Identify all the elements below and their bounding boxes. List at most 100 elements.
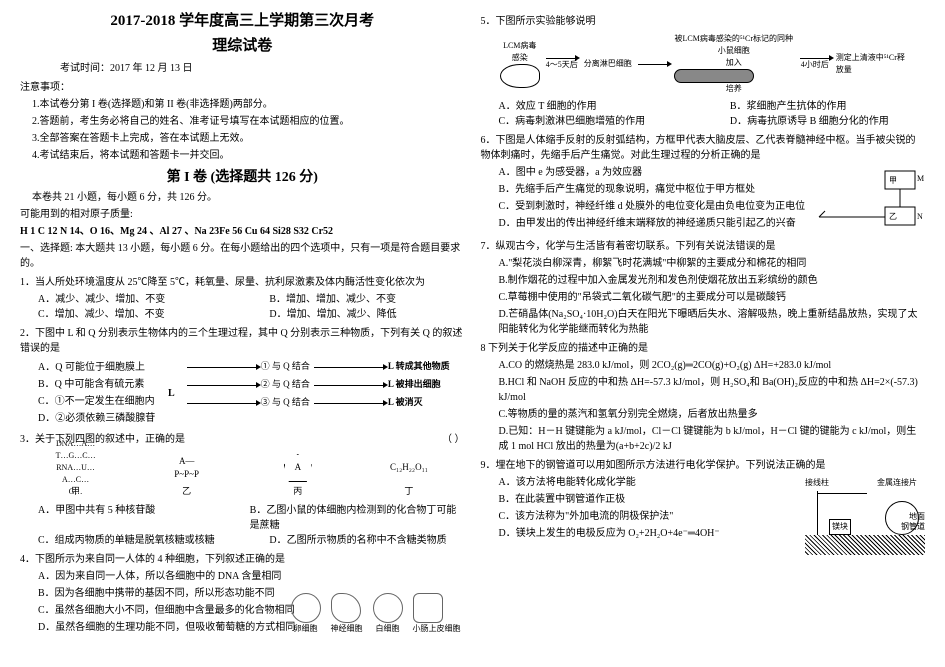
q9-stem: 9．埋在地下的钢管道可以用如图所示方法进行电化学保护。下列说法正确的是 bbox=[481, 458, 926, 473]
cell-icon bbox=[291, 593, 321, 623]
q3-ding-text: C₁₂H₂₂O₁₁ bbox=[390, 461, 428, 475]
q2-B: B．Q 中可能含有硫元素 bbox=[38, 377, 160, 392]
q3-D: D．乙图所示物质的名称中不含糖类物质 bbox=[269, 533, 446, 548]
q5-days: 4～5天后 bbox=[546, 59, 578, 71]
q2-L: L bbox=[168, 386, 175, 401]
q5-A: A．效应 T 细胞的作用 bbox=[499, 99, 712, 114]
pipe-icon bbox=[885, 501, 919, 535]
q4-i3: 白细胞 bbox=[376, 624, 400, 633]
notice-3: 3.全部答案在答题卡上完成，答在本试题上无效。 bbox=[32, 131, 465, 146]
q2-r2-mid: ② 与 Q 结合 bbox=[261, 378, 310, 392]
q5-C: C．病毒刺激淋巴细胞增殖的作用 bbox=[499, 114, 712, 129]
q2-stem: 2．下图中 L 和 Q 分别表示生物体内的三个生理过程，其中 Q 分别表示三种物… bbox=[20, 326, 465, 356]
elements-list: H 1 C 12 N 14、O 16、Mg 24 、Al 27 、Na 23Fe… bbox=[20, 224, 465, 239]
q4-i2: 神经细胞 bbox=[331, 624, 363, 633]
q7-A: A."梨花淡白柳深青，柳絮飞时花满城"中柳絮的主要成分和棉花的相同 bbox=[499, 256, 926, 271]
mg-block-icon: 镁块 bbox=[829, 519, 851, 535]
left-column: 2017-2018 学年度高三上学期第三次月考 理综试卷 考试时间：2017 年… bbox=[12, 10, 473, 657]
q1-C: C．增加、减少、增加、不变 bbox=[38, 307, 251, 322]
q5-D: D．病毒抗原诱导 B 细胞分化的作用 bbox=[730, 114, 889, 129]
q5-peiyang: 培养 bbox=[674, 83, 794, 95]
q6-stem: 6．下图是人体缩手反射的反射弧结构，方框甲代表大脑皮层、乙代表脊髓神经中枢。当手… bbox=[481, 133, 926, 163]
q3-C: C．组成丙物质的单糖是脱氧核糖或核糖 bbox=[38, 533, 251, 548]
q2-r3-r: L 被消灭 bbox=[388, 396, 423, 410]
pentagon-icon: A bbox=[284, 454, 312, 482]
section-1-sub: 本卷共 21 小题，每小题 6 分，共 126 分。 bbox=[32, 190, 465, 205]
q5-jiaru: 加入 bbox=[674, 57, 794, 69]
q7-C: C.草莓棚中使用的"吊袋式二氧化碳气肥"的主要成分可以是碳酸钙 bbox=[499, 290, 926, 305]
choice-head: 一、选择题: 本大题共 13 小题，每小题 6 分。在每小题给出的四个选项中，只… bbox=[20, 241, 465, 271]
notice-4: 4.考试结束后，将本试题和答题卡一并交回。 bbox=[32, 148, 465, 163]
q8-C: C.等物质的量的蒸汽和氢氧分别完全燃烧，后者放出热量多 bbox=[499, 407, 926, 422]
notice-1: 1.本试卷分第 I 卷(选择题)和第 II 卷(非选择题)两部分。 bbox=[32, 97, 465, 112]
pole-icon bbox=[817, 491, 818, 535]
soil-icon bbox=[805, 535, 925, 555]
q2-block: A．Q 可能位于细胞膜上 B．Q 中可能含有硫元素 C．①不一定发生在细胞内 D… bbox=[20, 358, 465, 428]
svg-text:乙: 乙 bbox=[889, 212, 897, 221]
elements-head: 可能用到的相对原子质量: bbox=[20, 207, 465, 222]
q9-mg: 镁块 bbox=[832, 521, 848, 533]
arrow-icon bbox=[638, 64, 668, 65]
q3-B: B．乙图小鼠的体细胞内检测到的化合物丁可能是蔗糖 bbox=[250, 503, 465, 533]
q4-i1: 卵细胞 bbox=[294, 624, 318, 633]
svg-text:M: M bbox=[917, 174, 924, 183]
q5-hours: 4小时后 bbox=[800, 59, 830, 71]
right-column: 5．下图所示实验能够说明 LCM病毒 感染 4～5天后 分离淋巴细胞 被LCM病… bbox=[473, 10, 934, 657]
q2-r1-r: L 转成其他物质 bbox=[388, 360, 450, 374]
q3-stem-text: 3．关于下列四图的叙述中，正确的是 bbox=[20, 434, 185, 445]
arrow-icon bbox=[546, 58, 576, 59]
q5-B: B．浆细胞产生抗体的作用 bbox=[730, 99, 847, 114]
q7-stem: 7．纵观古今，化学与生活皆有着密切联系。下列有关说法错误的是 bbox=[481, 239, 926, 254]
wbc-icon bbox=[373, 593, 403, 623]
q7-D: D.芒硝晶体(Na₂SO₄·10H₂O)白天在阳光下曝晒后失水、溶解吸热，晚上重… bbox=[499, 307, 926, 337]
svg-text:甲: 甲 bbox=[889, 176, 897, 185]
q7-B: B.制作烟花的过程中加入金属发光剂和发色剂使烟花放出五彩缤纷的颜色 bbox=[499, 273, 926, 288]
q3-A: A．甲图中共有 5 种核苷酸 bbox=[38, 503, 232, 533]
q1-B: B．增加、增加、减少、不变 bbox=[269, 292, 396, 307]
q3-blank: （ ） bbox=[442, 432, 465, 447]
q5-ganran: 感染 bbox=[500, 52, 540, 64]
q3-lbl-bing: 丙 bbox=[278, 485, 318, 499]
q3-lbl-ding: 丁 bbox=[389, 485, 429, 499]
q8-D: D.已知：H－H 键键能为 a kJ/mol，Cl－Cl 键键能为 b kJ/m… bbox=[499, 424, 926, 454]
q9-diagram: 接线柱 金属连接片 地面 钢管道 潮湿的碱性土壤 镁块 bbox=[805, 477, 925, 555]
notice-2: 2.答题前，考生务必将自己的姓名、准考证号填写在本试题相应的位置。 bbox=[32, 114, 465, 129]
q2-diagram: ① 与 Q 结合 L 转成其他物质 ② 与 Q 结合 L 被排出细胞 ③ 与 Q 结… bbox=[183, 358, 465, 412]
q6-diagram: 甲 乙 M N bbox=[815, 167, 925, 233]
q1-stem: 1．当人所处环境温度从 25℃降至 5℃，耗氧量、尿量、抗利尿激素及体内酶活性变… bbox=[20, 275, 465, 290]
q8-B: B.HCl 和 NaOH 反应的中和热 ΔH=-57.3 kJ/mol，则 H₂… bbox=[499, 375, 926, 405]
q3-dna: DNA…A…T…G…C… bbox=[56, 438, 96, 462]
q1-D: D．增加、增加、减少、降低 bbox=[269, 307, 396, 322]
exam-time: 考试时间：2017 年 12 月 13 日 bbox=[60, 61, 465, 76]
q5-diagram: LCM病毒 感染 4～5天后 分离淋巴细胞 被LCM病毒感染的⁵¹Cr标记的同种… bbox=[481, 33, 926, 95]
neuron-icon bbox=[331, 593, 361, 623]
svg-text:N: N bbox=[917, 212, 923, 221]
notice-head: 注意事项： bbox=[20, 80, 465, 95]
q4-i4: 小肠上皮细胞 bbox=[413, 624, 461, 633]
title-main: 2017-2018 学年度高三上学期第三次月考 bbox=[20, 10, 465, 33]
q5-lcm: LCM病毒 bbox=[500, 40, 540, 52]
tube-icon bbox=[674, 69, 754, 83]
epith-icon bbox=[413, 593, 443, 623]
q9-metal: 金属连接片 bbox=[877, 477, 917, 489]
q5-stem: 5．下图所示实验能够说明 bbox=[481, 14, 926, 29]
arrow-icon bbox=[800, 58, 830, 59]
q5-cedeng: 测定上清液中⁵¹Cr释放量 bbox=[836, 52, 906, 76]
title-sub: 理综试卷 bbox=[20, 35, 465, 58]
q3-yi-text: A—P~P~P bbox=[167, 455, 207, 482]
q2-r3-mid: ③ 与 Q 结合 bbox=[261, 396, 310, 410]
q3-lbl-yi: 乙 bbox=[167, 485, 207, 499]
q5-target: 被LCM病毒感染的⁵¹Cr标记的同种小鼠细胞 bbox=[674, 33, 794, 57]
q2-r2-r: L 被排出细胞 bbox=[388, 378, 441, 392]
q1-A: A．减少、减少、增加、不变 bbox=[38, 292, 251, 307]
q3-bingA: A bbox=[295, 461, 302, 475]
q8-stem: 8 下列关于化学反应的描述中正确的是 bbox=[481, 341, 926, 356]
q4-stem: 4．下图所示为来自同一人体的 4 种细胞，下列叙述正确的是 bbox=[20, 552, 465, 567]
q9-wire: 接线柱 bbox=[805, 477, 829, 489]
q2-C: C．①不一定发生在细胞内 bbox=[38, 394, 160, 409]
q3-diagram: DNA…A…T…G…C… RNA…U…A…C…G… 甲 A—P~P~P 乙 A … bbox=[20, 451, 465, 499]
section-1-head: 第 I 卷 (选择题共 126 分) bbox=[20, 167, 465, 188]
q2-r1-mid: ① 与 Q 结合 bbox=[261, 360, 310, 374]
mouse-icon bbox=[500, 64, 540, 88]
q5-fenli: 分离淋巴细胞 bbox=[584, 58, 632, 70]
